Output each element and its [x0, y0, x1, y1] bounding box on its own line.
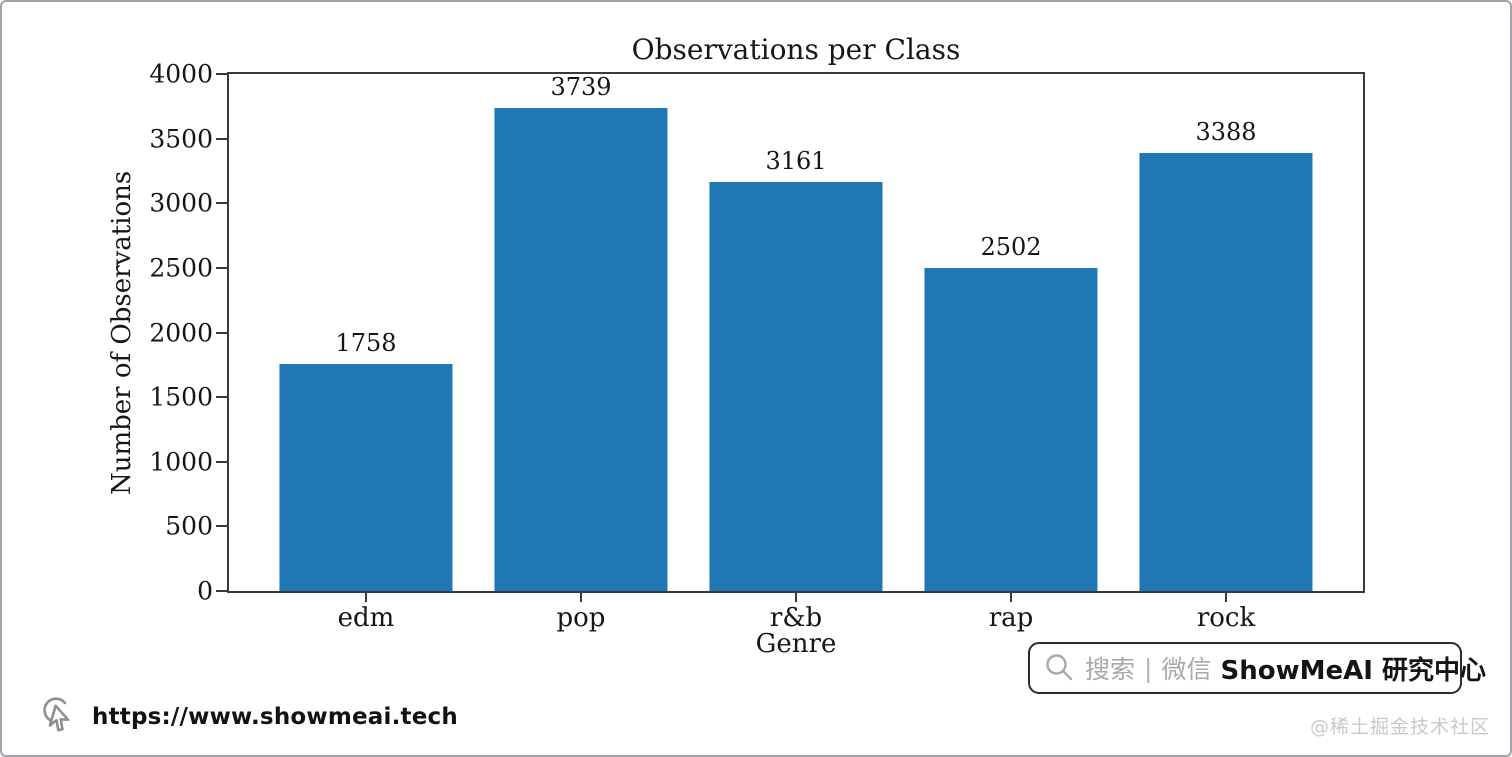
y-axis-ticks: 0 500 1000 1500 2000 2500 3000 3500 4000 [149, 62, 1363, 604]
y-tick-mark [216, 525, 227, 528]
bars: 1758 edm 3739 pop 3161 r&b 2502 rap 3388 rock [229, 72, 1363, 631]
bar [494, 107, 668, 591]
y-tick-mark [216, 137, 227, 140]
bar [709, 182, 883, 591]
watermark: @稀土掘金技术社区 [1309, 716, 1490, 738]
x-axis-label: Genre [755, 629, 837, 659]
bar [279, 363, 453, 591]
magnifier-icon [1044, 652, 1076, 684]
y-tick-label: 2000 [149, 318, 213, 347]
x-tick-label: rock [1196, 603, 1256, 633]
bar-slot: 3739 pop [473, 72, 688, 631]
y-axis-label: Number of Observations [107, 170, 137, 495]
badge-brand-label: ShowMeAI 研究中心 [1220, 655, 1486, 686]
y-tick-mark [216, 202, 227, 205]
x-tick-mark [1010, 593, 1013, 602]
bar-slot: 3161 r&b [689, 74, 904, 631]
x-tick-mark [795, 593, 797, 602]
y-tick-mark [216, 73, 227, 75]
y-tick-label: 4000 [149, 59, 213, 89]
y-tick-mark [216, 460, 227, 463]
x-tick-mark [1225, 593, 1228, 602]
bar-slot: 3388 rock [1119, 74, 1334, 631]
bar [1139, 153, 1313, 591]
bar-value-label: 1758 [335, 328, 397, 357]
bar-slot: 2502 rap [904, 74, 1119, 631]
x-tick-label: rap [988, 603, 1034, 633]
x-tick-label: edm [337, 603, 395, 633]
y-tick-label: 3000 [149, 188, 213, 218]
y-tick-mark [216, 590, 227, 592]
y-tick-mark [216, 331, 227, 334]
source-url: https://www.showmeai.tech [92, 704, 458, 730]
chart-title: Observations per Class [631, 33, 961, 66]
x-tick-mark [579, 593, 582, 602]
bar [924, 267, 1098, 591]
y-tick-label: 500 [165, 511, 213, 541]
y-tick-label: 1500 [149, 382, 213, 412]
badge-channel-label: 微信 [1161, 655, 1212, 684]
y-tick-mark [216, 266, 227, 269]
y-tick-label: 3500 [149, 124, 213, 154]
x-tick-label: pop [556, 603, 606, 633]
bar-value-label: 3739 [550, 72, 612, 101]
bar-value-label: 3161 [765, 147, 827, 176]
y-tick-mark [216, 396, 227, 399]
plot-area: 0 500 1000 1500 2000 2500 3000 3500 4000 1758 edm… [149, 62, 1365, 631]
y-tick-label: 0 [197, 576, 213, 606]
badge-search-label: 搜索 [1085, 655, 1136, 684]
bar-value-label: 3388 [1195, 118, 1257, 147]
bar-slot: 1758 edm [258, 74, 473, 631]
y-tick-label: 2500 [149, 253, 213, 283]
badge-divider: | [1144, 653, 1153, 683]
bar-value-label: 2502 [980, 232, 1042, 261]
cursor-arrow-icon [40, 696, 82, 742]
x-tick-mark [364, 593, 367, 602]
wechat-search-badge: 搜索 | 微信 ShowMeAI 研究中心 [1028, 642, 1486, 694]
y-tick-label: 1000 [149, 447, 213, 477]
x-tick-label: r&b [769, 603, 823, 633]
